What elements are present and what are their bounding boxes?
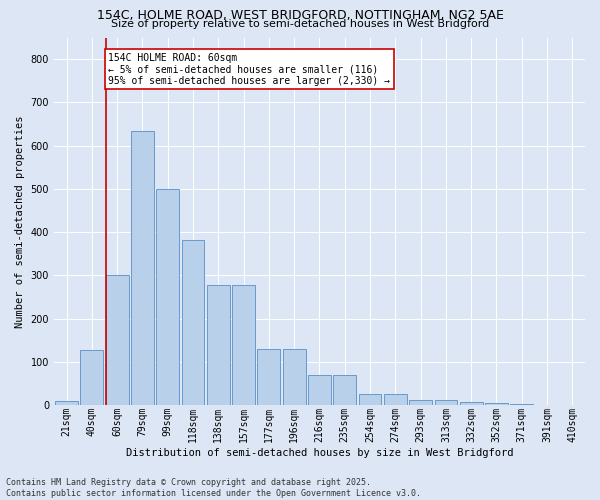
Bar <box>55 401 78 406</box>
Bar <box>434 400 457 406</box>
Text: Contains HM Land Registry data © Crown copyright and database right 2025.
Contai: Contains HM Land Registry data © Crown c… <box>6 478 421 498</box>
Bar <box>334 375 356 406</box>
Bar <box>106 274 128 406</box>
Y-axis label: Number of semi-detached properties: Number of semi-detached properties <box>15 115 25 328</box>
Bar <box>511 404 533 406</box>
X-axis label: Distribution of semi-detached houses by size in West Bridgford: Distribution of semi-detached houses by … <box>126 448 513 458</box>
Bar <box>308 375 331 406</box>
Bar <box>460 402 482 406</box>
Bar <box>182 240 205 406</box>
Bar <box>131 130 154 406</box>
Bar <box>232 285 255 406</box>
Bar <box>283 349 305 406</box>
Bar <box>384 394 407 406</box>
Text: 154C HOLME ROAD: 60sqm
← 5% of semi-detached houses are smaller (116)
95% of sem: 154C HOLME ROAD: 60sqm ← 5% of semi-deta… <box>108 52 390 86</box>
Bar <box>80 350 103 406</box>
Text: Size of property relative to semi-detached houses in West Bridgford: Size of property relative to semi-detach… <box>111 19 489 29</box>
Bar <box>257 349 280 406</box>
Bar <box>157 189 179 406</box>
Bar <box>409 400 432 406</box>
Bar <box>207 285 230 406</box>
Bar <box>485 403 508 406</box>
Bar <box>359 394 382 406</box>
Text: 154C, HOLME ROAD, WEST BRIDGFORD, NOTTINGHAM, NG2 5AE: 154C, HOLME ROAD, WEST BRIDGFORD, NOTTIN… <box>97 9 503 22</box>
